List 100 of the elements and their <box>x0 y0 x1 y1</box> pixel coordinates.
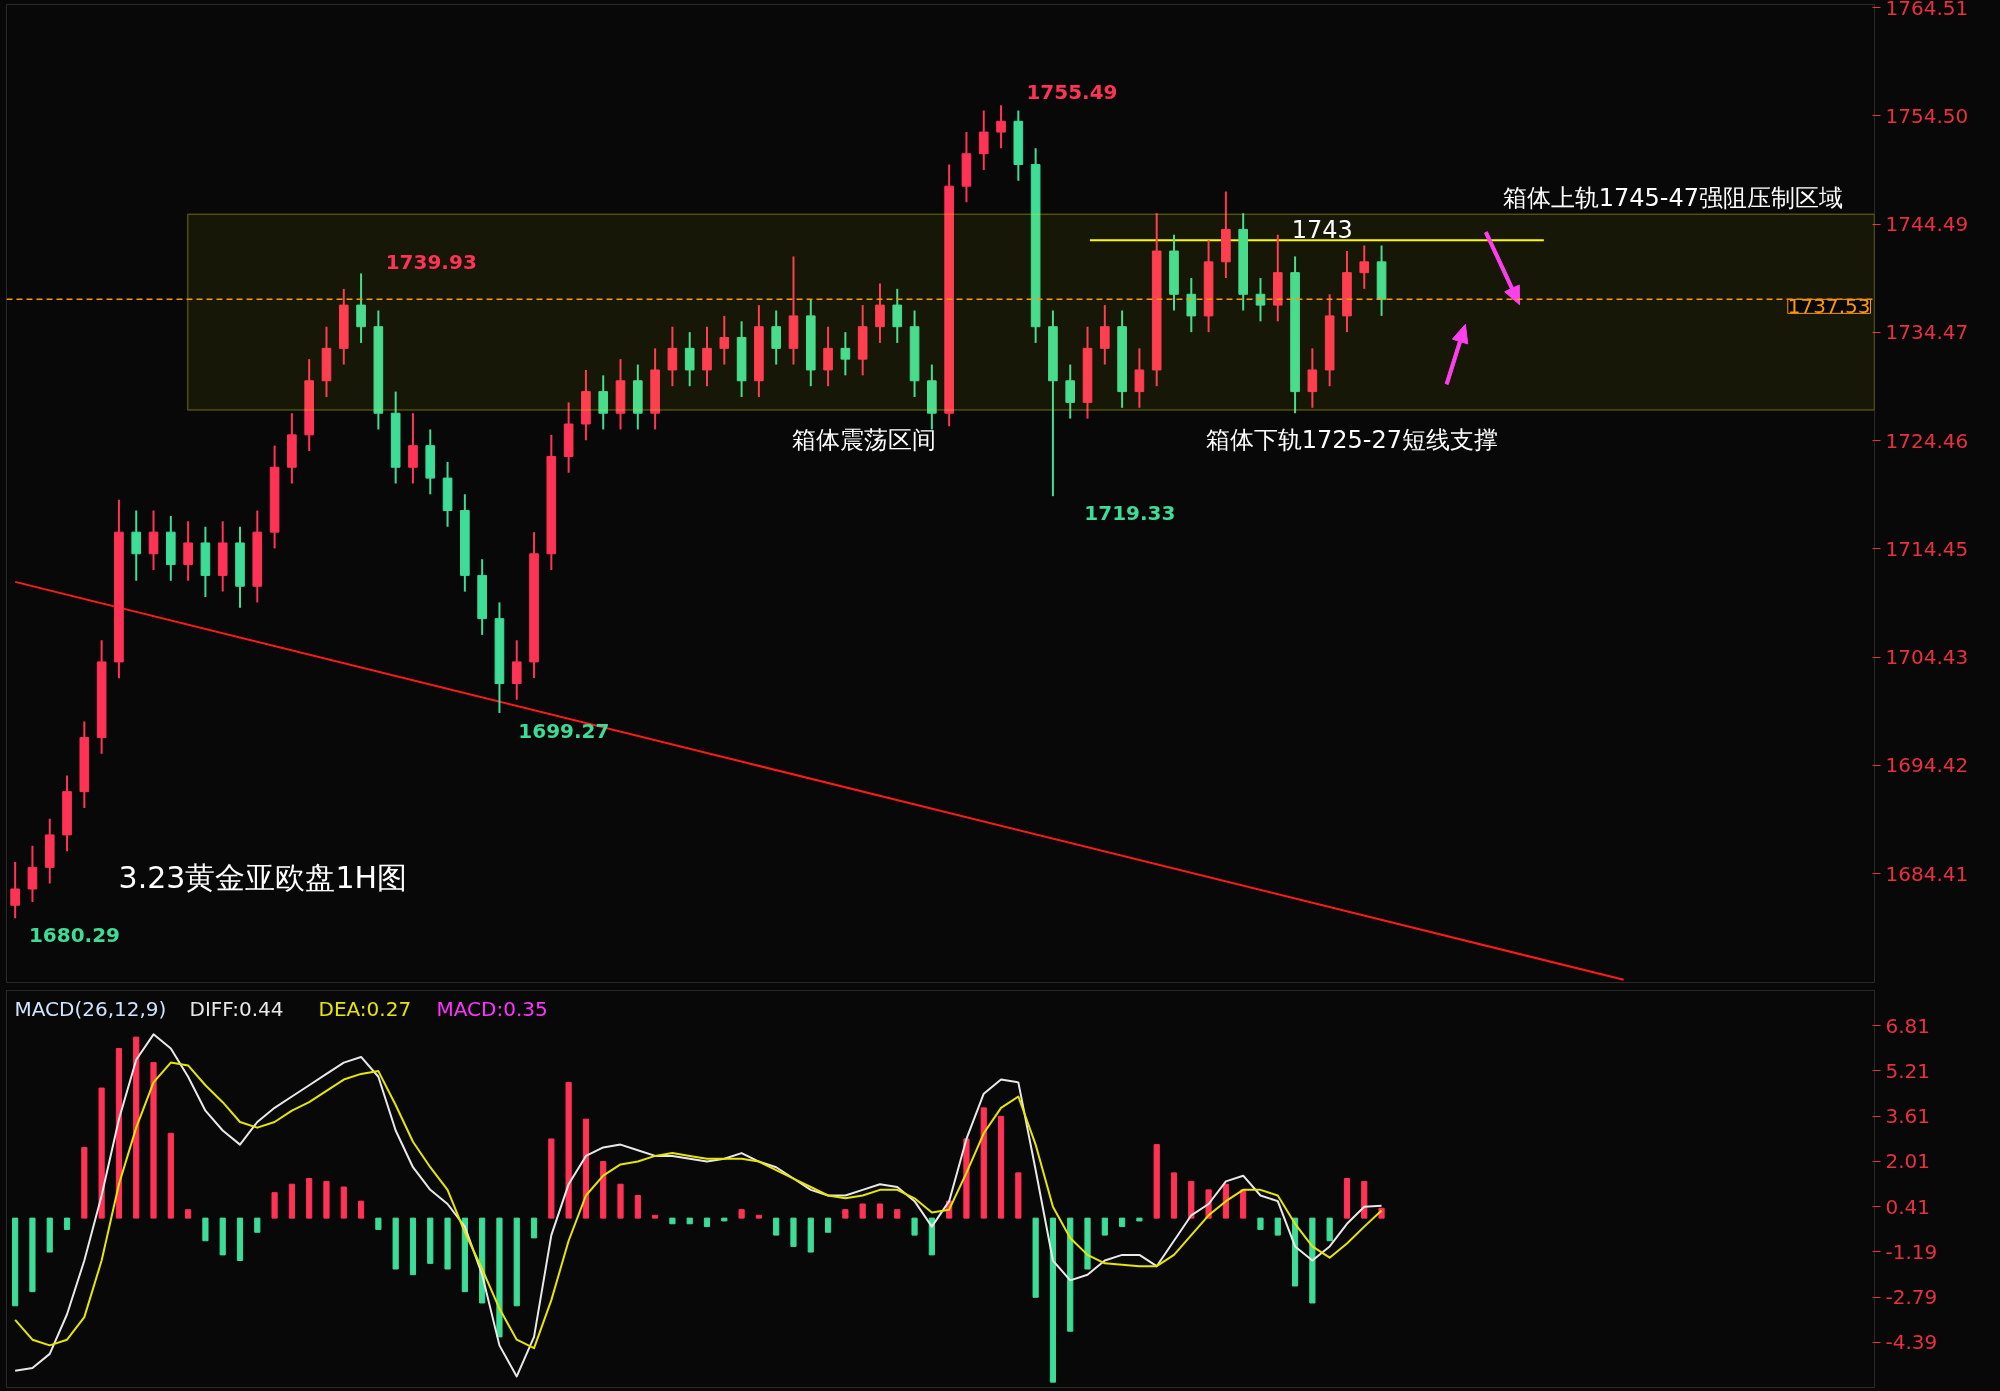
bar <box>29 1217 36 1293</box>
bar <box>565 1081 572 1219</box>
bar <box>63 1217 71 1230</box>
annotation: 1680.29 <box>28 922 121 947</box>
y-tick-label: 1684.41 <box>1885 861 1969 886</box>
bar <box>1170 1172 1178 1219</box>
y-tick-label: 3.61 <box>1885 1104 1931 1129</box>
candlestick <box>978 109 989 171</box>
bar <box>842 1209 849 1219</box>
bar <box>254 1217 261 1233</box>
bar <box>202 1217 209 1242</box>
candlestick <box>771 309 782 366</box>
candlestick <box>356 272 366 344</box>
bar <box>1309 1217 1316 1304</box>
chart-title: MACD(26,12,9) <box>14 996 167 1021</box>
bar <box>721 1217 728 1222</box>
bar <box>600 1161 607 1219</box>
annotation: 1755.49 <box>1026 79 1118 104</box>
bar <box>288 1183 295 1219</box>
bar <box>773 1217 780 1236</box>
bar <box>1119 1217 1126 1228</box>
y-tick-label: -4.39 <box>1885 1330 1938 1355</box>
candlestick <box>875 282 885 344</box>
bar <box>1084 1217 1091 1270</box>
bar <box>703 1217 711 1228</box>
y-tick-label: 0.41 <box>1885 1194 1931 1219</box>
series-label: DIFF:0.44 <box>189 996 284 1021</box>
bar <box>1188 1180 1195 1219</box>
bar <box>150 1062 157 1219</box>
candlestick <box>1255 277 1266 323</box>
text: DEA:0.27 <box>318 996 412 1021</box>
bar <box>530 1217 538 1239</box>
bar <box>807 1217 814 1253</box>
y-tick-label: 1744.49 <box>1885 212 1969 237</box>
bar <box>81 1146 88 1219</box>
candlestick <box>598 374 609 431</box>
candlestick <box>183 520 193 582</box>
bar <box>548 1138 555 1219</box>
bar <box>1015 1172 1022 1219</box>
bar <box>894 1209 901 1219</box>
bar <box>444 1217 451 1270</box>
bar <box>167 1132 174 1219</box>
bar <box>340 1186 347 1219</box>
annotation: 箱体震荡区间 <box>791 425 936 454</box>
candlestick <box>1134 347 1145 409</box>
candlestick <box>667 325 678 388</box>
y-tick-label: -2.79 <box>1885 1285 1938 1310</box>
candlestick <box>10 860 20 920</box>
bar <box>496 1217 503 1338</box>
ref-line-label: 1737.53 <box>1787 294 1871 319</box>
bar <box>323 1180 330 1219</box>
bar <box>219 1217 226 1256</box>
bar <box>427 1217 434 1264</box>
annotation: 1699.27 <box>518 719 610 744</box>
y-tick-label: -1.19 <box>1885 1239 1938 1264</box>
bar <box>824 1217 832 1233</box>
bar <box>1257 1217 1264 1230</box>
candlestick <box>511 639 522 701</box>
candlestick <box>702 325 712 388</box>
bar <box>980 1107 987 1219</box>
candlestick <box>148 509 159 571</box>
y-tick-label: 5.21 <box>1885 1058 1931 1083</box>
y-tick-label: 1724.46 <box>1885 428 1969 453</box>
y-tick-label: 1704.43 <box>1885 645 1969 670</box>
bar <box>686 1217 693 1225</box>
bar <box>738 1209 745 1219</box>
line-series <box>14 1061 1383 1350</box>
annotation: 箱体下轨1725-27短线支撑 <box>1205 425 1499 454</box>
bar <box>652 1214 659 1219</box>
y-tick-label: 1714.45 <box>1885 536 1969 561</box>
candlestick <box>823 325 833 388</box>
bar <box>46 1217 53 1253</box>
candlestick <box>996 104 1006 150</box>
bar <box>1067 1217 1074 1332</box>
y-tick-label: 1694.42 <box>1885 753 1969 778</box>
text: 3.23黄金亚欧盘1H图 <box>118 860 408 896</box>
y-tick-label: 1734.47 <box>1885 320 1969 345</box>
bar <box>1049 1217 1057 1383</box>
bar <box>1274 1217 1281 1236</box>
bar <box>1361 1180 1368 1219</box>
bar <box>1032 1217 1039 1298</box>
bar <box>997 1115 1005 1219</box>
annotation: 1739.93 <box>385 249 477 274</box>
candlestick <box>840 331 851 377</box>
y-tick-label: 6.81 <box>1885 1013 1931 1038</box>
bar <box>859 1203 866 1219</box>
ref-line-label: 1743 <box>1291 216 1353 245</box>
bar <box>409 1217 417 1276</box>
bar <box>98 1087 105 1219</box>
candlestick <box>1186 277 1197 334</box>
annotation: 箱体上轨1745-47强阻压制区域 <box>1502 184 1844 213</box>
y-tick-label: 2.01 <box>1885 1149 1931 1174</box>
bar <box>928 1217 935 1256</box>
bar <box>755 1214 762 1219</box>
bar <box>392 1217 399 1270</box>
bar <box>12 1217 19 1307</box>
bar <box>133 1036 140 1219</box>
bar <box>236 1217 244 1262</box>
bar <box>1101 1217 1108 1236</box>
bar <box>1326 1217 1333 1242</box>
